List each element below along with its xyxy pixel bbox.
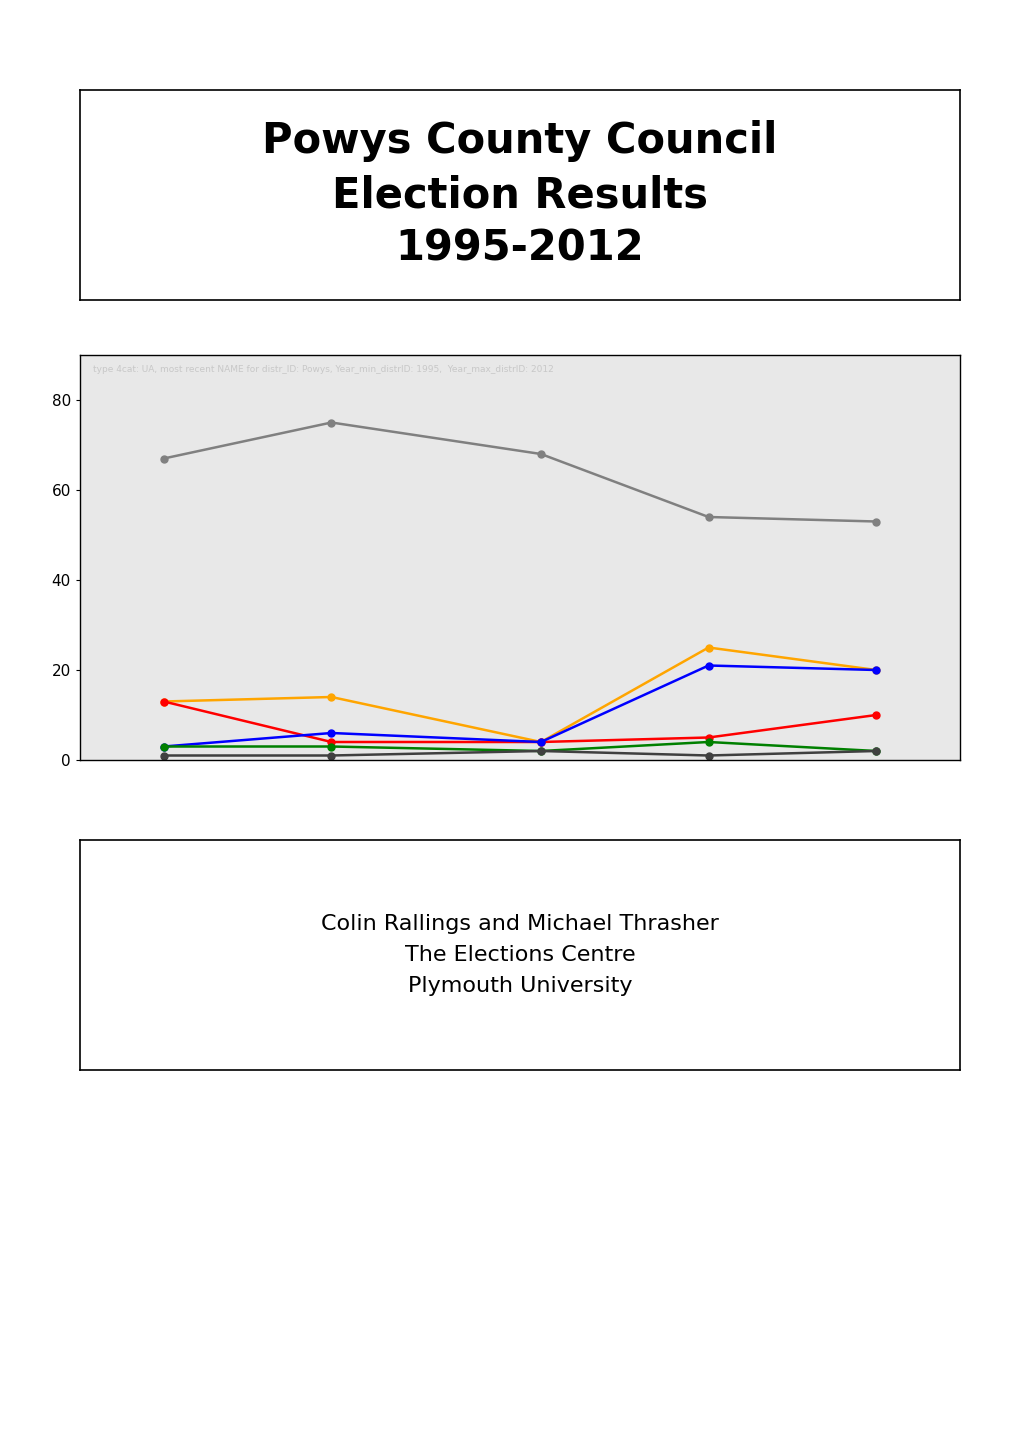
Text: type 4cat: UA, most recent NAME for distr_ID: Powys, Year_min_distrID: 1995,  Ye: type 4cat: UA, most recent NAME for dist…: [93, 365, 553, 373]
Text: Powys County Council
Election Results
1995-2012: Powys County Council Election Results 19…: [262, 121, 776, 270]
Text: Colin Rallings and Michael Thrasher
The Elections Centre
Plymouth University: Colin Rallings and Michael Thrasher The …: [321, 914, 718, 996]
